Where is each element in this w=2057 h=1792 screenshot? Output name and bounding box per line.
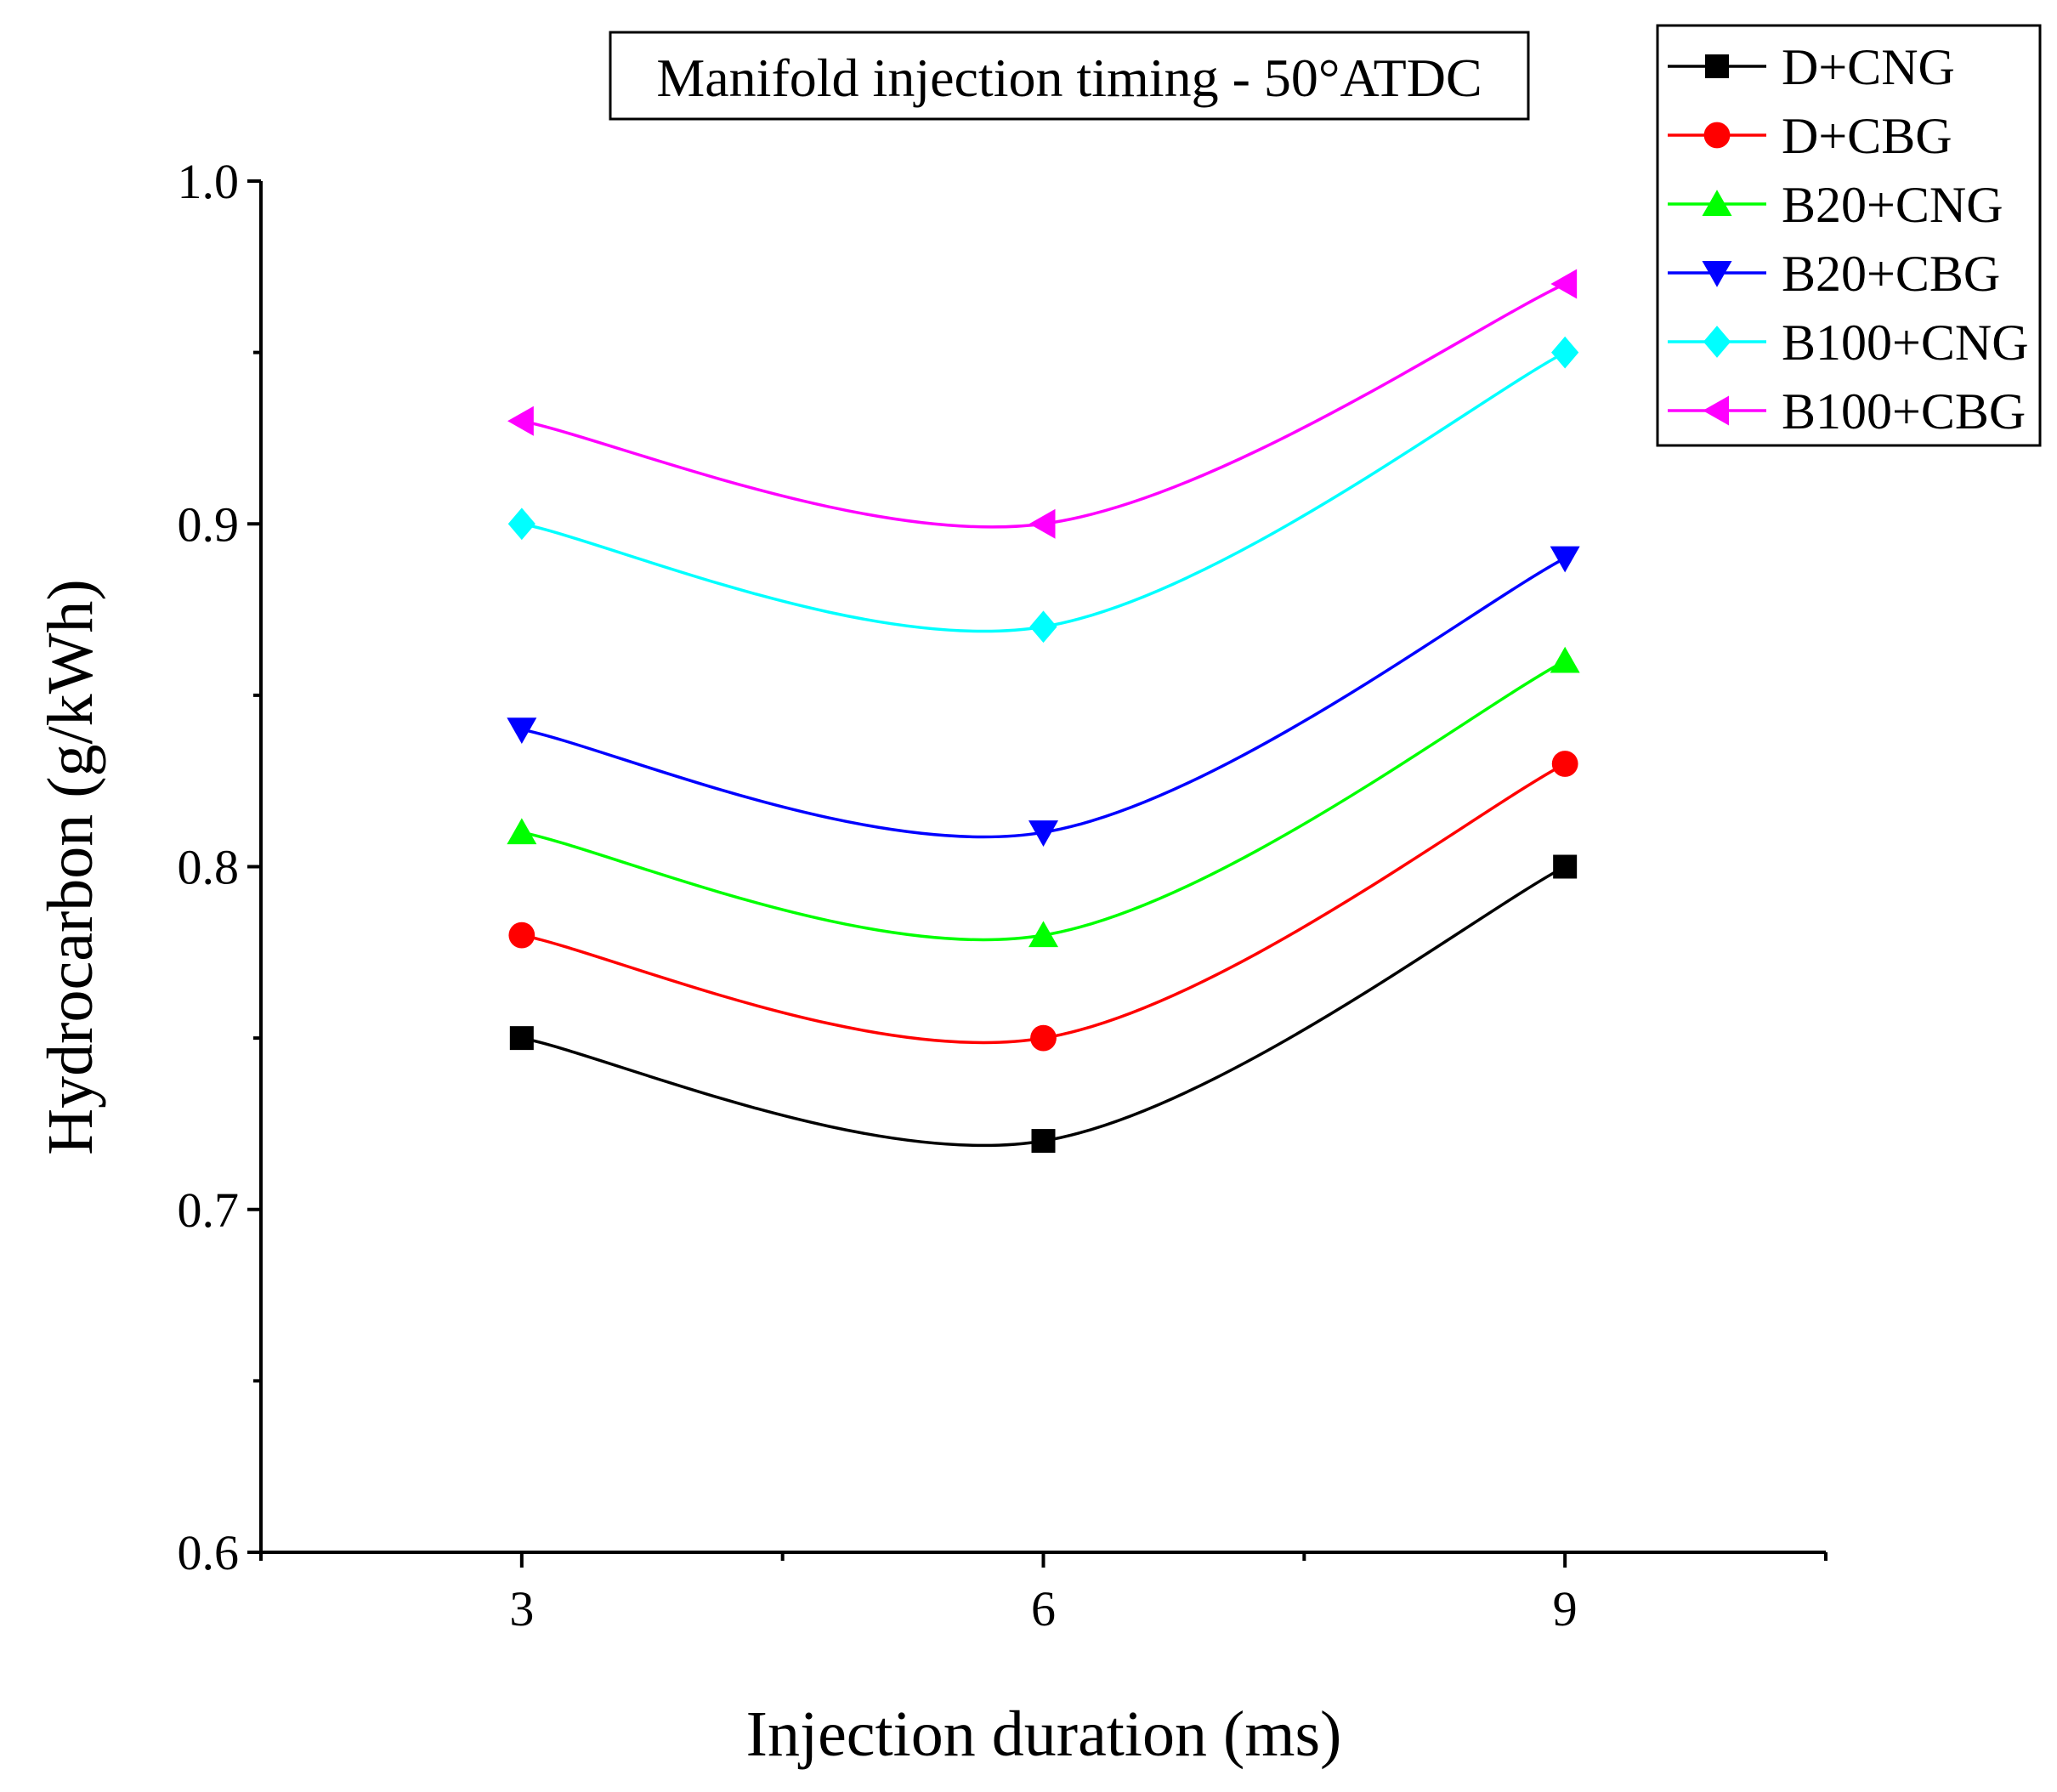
legend-item: B20+CBG xyxy=(1668,246,2000,302)
x-tick-label: 6 xyxy=(1031,1581,1056,1636)
legend: D+CNG D+CBG B20+CNG B20+CBG B100+CNG B100+CBG xyxy=(1656,24,2042,447)
legend-item: B20+CNG xyxy=(1668,177,2003,233)
legend-label: B20+CBG xyxy=(1782,246,2000,302)
x-tick-label: 3 xyxy=(509,1581,534,1636)
legend-item: D+CBG xyxy=(1668,108,1952,164)
y-axis-ticks: 0.6 0.7 0.8 0.9 1.0 xyxy=(178,154,261,1580)
legend-marker xyxy=(1702,261,1732,287)
legend-marker xyxy=(1702,190,1732,216)
legend-marker xyxy=(1703,395,1729,426)
legend-item: B100+CNG xyxy=(1668,315,2029,371)
chart-title-box: Manifold injection timing - 50°ATDC xyxy=(609,31,1530,121)
legend-label: D+CBG xyxy=(1782,108,1952,164)
data-point xyxy=(1551,336,1579,369)
data-point xyxy=(1550,269,1578,299)
legend-marker xyxy=(1705,54,1729,78)
legend-label: B100+CBG xyxy=(1782,383,2026,439)
series-D+CBG xyxy=(508,751,1578,1052)
data-point xyxy=(1031,1129,1056,1154)
x-axis-ticks: 3 6 9 xyxy=(259,1552,1828,1636)
chart-title-frame xyxy=(609,31,1530,121)
x-axis-title: Injection duration (ms) xyxy=(746,1698,1342,1770)
series-B20+CNG xyxy=(507,646,1580,948)
legend-frame xyxy=(1656,24,2042,447)
data-point xyxy=(1030,1024,1057,1052)
y-tick-label: 0.6 xyxy=(178,1525,240,1580)
plot-area xyxy=(507,269,1580,1154)
legend-label: B100+CNG xyxy=(1782,315,2029,371)
series-B100+CBG xyxy=(507,269,1578,539)
data-point xyxy=(1028,820,1058,847)
legend-item: B100+CBG xyxy=(1668,383,2026,439)
data-point xyxy=(1029,610,1057,644)
data-point xyxy=(1550,546,1580,573)
data-point xyxy=(507,508,536,541)
x-tick-label: 9 xyxy=(1553,1581,1578,1636)
data-point xyxy=(507,818,537,845)
legend-marker xyxy=(1703,122,1731,149)
data-point xyxy=(507,405,534,436)
legend-label: D+CNG xyxy=(1782,39,1955,95)
legend-item: D+CNG xyxy=(1668,39,1955,95)
data-point xyxy=(507,717,537,744)
chart-title: Manifold injection timing - 50°ATDC xyxy=(656,48,1482,108)
data-point xyxy=(1028,921,1058,948)
series-D+CNG xyxy=(509,854,1578,1154)
y-axis-title: Hydrocarbon (g/kWh) xyxy=(35,579,106,1154)
data-point xyxy=(1550,646,1580,673)
y-tick-label: 0.9 xyxy=(178,496,240,552)
y-tick-label: 0.7 xyxy=(178,1182,240,1238)
series-B100+CNG xyxy=(507,336,1579,644)
legend-marker xyxy=(1703,326,1731,358)
data-point xyxy=(1551,751,1578,777)
data-point xyxy=(508,922,536,949)
data-point xyxy=(1553,854,1578,879)
data-point xyxy=(1028,508,1056,539)
y-tick-label: 1.0 xyxy=(178,154,240,209)
legend-label: B20+CNG xyxy=(1782,177,2003,233)
y-tick-label: 0.8 xyxy=(178,840,240,895)
series-B20+CBG xyxy=(507,546,1580,847)
data-point xyxy=(509,1026,534,1051)
